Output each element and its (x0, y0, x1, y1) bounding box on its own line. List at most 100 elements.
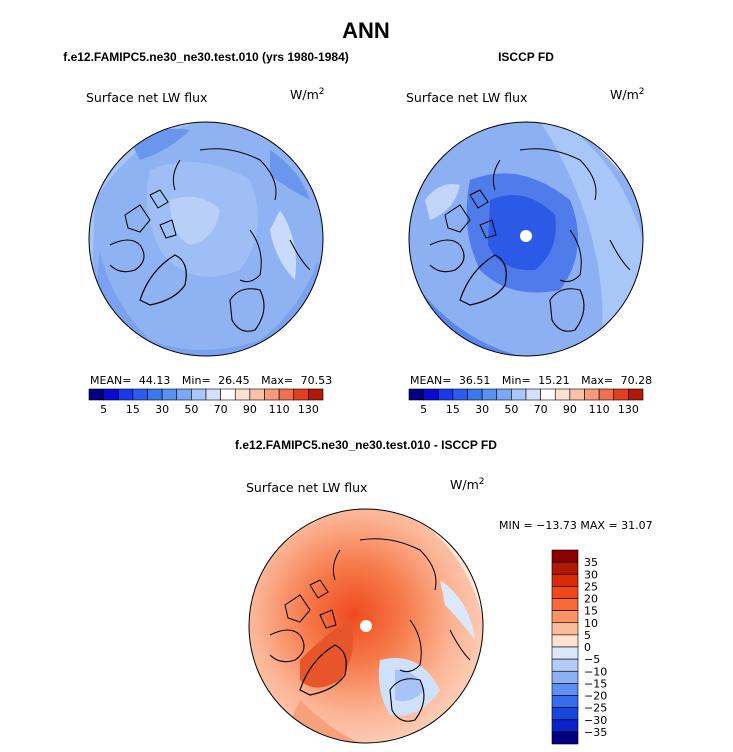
panel-diff-colorbar-tick-label: 35 (584, 556, 598, 569)
panel-model-colorbar-tick-label: 110 (269, 403, 290, 416)
panel-obs-boundary (408, 121, 644, 357)
panel-model-colorbar-swatch (88, 388, 104, 401)
panel-model-colorbar-swatch (278, 388, 295, 401)
panel-model-max-label: Max= (261, 374, 293, 387)
panel-obs-colorbar-tick-label: 5 (420, 403, 427, 416)
panel-obs-colorbar-tick-label: 15 (446, 403, 460, 416)
panel-obs-colorbar-swatch (525, 388, 541, 401)
panel-model-colorbar-tick-label: 5 (100, 403, 107, 416)
panel-obs-max-label: Max= (581, 374, 613, 387)
panel-model-colorbar-swatch (103, 388, 119, 401)
panel-diff-colorbar-swatch (551, 670, 579, 684)
figure-title: ANN (342, 18, 390, 43)
panel-model-colorbar-swatch (264, 388, 280, 401)
panel-model-colorbar-tick-label: 15 (126, 403, 140, 416)
panel-model-colorbar-swatch (220, 388, 236, 401)
panel-obs-variable: Surface net LW flux (406, 90, 527, 105)
panel-diff-colorbar-tick-label: 25 (584, 580, 598, 593)
panel-obs-header: ISCCP FD (498, 50, 554, 64)
panel-obs-units: W/m2 (610, 87, 644, 102)
panel-model-colorbar-swatch (205, 388, 221, 401)
panel-obs-colorbar-tick-label: 30 (475, 403, 489, 416)
panel-diff-colorbar-tick-label: 30 (584, 568, 598, 581)
panel-diff-colorbar-swatch (551, 622, 579, 636)
panel-model-colorbar-swatch (191, 388, 207, 401)
panel-model-mean: 44.13 (139, 374, 171, 387)
panel-diff-colorbar-tick-label: −30 (584, 714, 607, 727)
panel-obs-colorbar-tick-label: 70 (534, 403, 548, 416)
panel-diff-units-exp: 2 (479, 477, 485, 487)
panel-model-units-exp: 2 (319, 87, 325, 97)
panel-model-variable: Surface net LW flux (86, 90, 207, 105)
panel-obs-mean-label: MEAN= (410, 374, 451, 387)
panel-model-colorbar-tick-label: 130 (298, 403, 319, 416)
panel-obs-mean: 36.51 (459, 374, 491, 387)
panel-model-min: 26.45 (218, 374, 250, 387)
panel-diff-colorbar-swatch (551, 707, 579, 721)
panel-diff-units-base: W/m (450, 477, 479, 492)
panel-diff-colorbar-swatch (551, 598, 579, 611)
panel-diff-colorbar-tick-label: −5 (584, 653, 600, 666)
panel-obs-units-exp: 2 (639, 87, 645, 97)
panel-model-max: 70.53 (301, 374, 333, 387)
panel-diff-colorbar-tick-label: −10 (584, 665, 607, 678)
panel-model-colorbar-tick-label: 70 (214, 403, 228, 416)
panel-model-colorbar-swatch (161, 388, 178, 401)
panel-obs-colorbar-swatch (408, 388, 424, 401)
panel-diff-colorbar-swatch (551, 586, 579, 599)
panel-diff-colorbar-swatch (551, 610, 579, 624)
panel-obs-colorbar-swatch (554, 388, 571, 401)
panel-model-mean-label: MEAN= (90, 374, 131, 387)
panel-diff-colorbar-swatch (551, 573, 579, 587)
panel-diff-colorbar-tick-label: 0 (584, 641, 591, 654)
panel-obs-colorbar-swatch (437, 388, 454, 401)
panel-obs-colorbar-tick-label: 130 (618, 403, 639, 416)
panel-model-colorbar: 5 15 30 50 70 90 110 130 (88, 388, 324, 416)
panel-obs-colorbar-tick-label: 90 (563, 403, 577, 416)
panel-diff-colorbar-tick-label: 20 (584, 593, 598, 606)
panel-obs-colorbar-swatch (584, 388, 600, 401)
panel-diff-variable: Surface net LW flux (246, 480, 367, 495)
panel-obs-max: 70.28 (621, 374, 653, 387)
panel-diff-colorbar-swatch (551, 646, 579, 660)
panel-model-colorbar-swatch (293, 388, 309, 401)
panel-diff-colorbar-swatch (551, 719, 579, 733)
panel-model-map (89, 122, 323, 356)
panel-diff-colorbar-swatch (551, 549, 579, 563)
panel-model-boundary (88, 121, 324, 357)
panel-obs-colorbar-swatch (467, 388, 483, 401)
panel-diff-colorbar-tick-label: −20 (584, 690, 607, 703)
panel-model-colorbar-swatch (249, 388, 265, 401)
panel-model-colorbar-swatch (147, 388, 163, 401)
panel-obs-min-label: Min= (502, 374, 531, 387)
panel-obs-colorbar-swatch (481, 388, 498, 401)
panel-diff-colorbar-swatch (551, 695, 579, 708)
panel-model-units-base: W/m (290, 87, 319, 102)
panel-diff-units: W/m2 (450, 477, 484, 492)
panel-obs-colorbar-swatch (423, 388, 439, 401)
panel-obs-colorbar-tick-label: 110 (589, 403, 610, 416)
panel-diff-map (249, 509, 483, 743)
panel-diff-colorbar-tick-label: 5 (584, 629, 591, 642)
panel-model-units: W/m2 (290, 87, 324, 102)
panel-obs-units-base: W/m (610, 87, 639, 102)
panel-model-colorbar-tick-label: 50 (184, 403, 198, 416)
panel-diff-colorbar-tick-label: 15 (584, 605, 598, 618)
panel-diff-colorbar-tick-label: −25 (584, 702, 607, 715)
panel-diff-stats: MIN = −13.73 MAX = 31.07 (499, 519, 653, 532)
panel-diff-colorbar-swatch (551, 561, 579, 575)
panel-obs-colorbar-swatch (628, 388, 644, 401)
panel-diff-boundary (248, 508, 484, 744)
panel-diff-colorbar-swatch (551, 634, 579, 648)
panel-obs-colorbar-swatch (452, 388, 468, 401)
panel-obs-stats: MEAN= 36.51 Min= 15.21 Max= 70.28 (410, 374, 652, 387)
panel-obs-colorbar-swatch (511, 388, 527, 401)
panel-model-colorbar-swatch (308, 388, 324, 401)
panel-model-colorbar-swatch (117, 388, 134, 401)
panel-model-stats: MEAN= 44.13 Min= 26.45 Max= 70.53 (90, 374, 332, 387)
panel-diff-header: f.e12.FAMIPC5.ne30_ne30.test.010 - ISCCP… (235, 438, 497, 452)
panel-obs-colorbar-swatch (569, 388, 585, 401)
panel-obs-colorbar-tick-label: 50 (504, 403, 518, 416)
